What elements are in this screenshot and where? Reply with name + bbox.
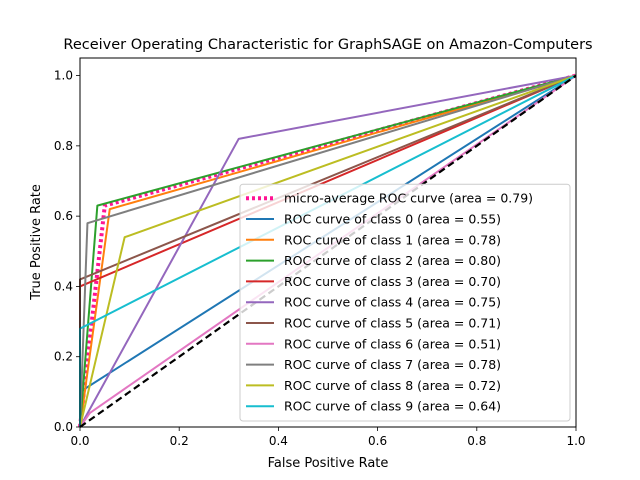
x-tick-label: 1.0 [566,434,585,448]
legend-entry-label: ROC curve of class 9 (area = 0.64) [284,399,501,414]
legend-entry-label: ROC curve of class 4 (area = 0.75) [284,295,501,310]
y-tick-label: 0.2 [54,350,73,364]
y-tick-label: 0.8 [54,139,73,153]
legend-entry-label: micro-average ROC curve (area = 0.79) [284,191,533,206]
x-tick-label: 0.6 [368,434,387,448]
roc-curve-class-2 [79,74,577,428]
legend-entry-label: ROC curve of class 3 (area = 0.70) [284,274,501,289]
roc-curve-class-7 [79,74,577,428]
x-tick-label: 0.8 [467,434,486,448]
x-tick-label: 0.2 [170,434,189,448]
legend-entry-label: ROC curve of class 7 (area = 0.78) [284,357,501,372]
roc-curve-class-4 [79,74,577,428]
x-axis-label: False Positive Rate [268,456,389,471]
y-tick-label: 0.4 [54,279,73,293]
legend-entry-label: ROC curve of class 2 (area = 0.80) [284,253,501,268]
x-tick-label: 0.0 [70,434,89,448]
legend-box [239,183,571,422]
roc-curve-class-1 [79,74,577,428]
x-axis-ticks: 0.0 0.2 0.4 0.6 0.8 1.0 [70,427,586,448]
legend: micro-average ROC curve (area = 0.79) ROC… [239,183,571,422]
legend-entry-label: ROC curve of class 8 (area = 0.72) [284,378,501,393]
y-tick-label: 0.6 [54,209,73,223]
y-axis-label: True Positive Rate [29,184,44,301]
legend-entry-label: ROC curve of class 1 (area = 0.78) [284,232,501,247]
legend-entry-label: ROC curve of class 6 (area = 0.51) [284,336,501,351]
legend-entry-label: ROC curve of class 5 (area = 0.71) [284,316,501,331]
y-tick-label: 1.0 [54,69,73,83]
plot-frame [79,57,577,428]
roc-curve-class-8 [79,74,577,428]
y-tick-label: 0.0 [54,420,73,434]
legend-entry-label: ROC curve of class 0 (area = 0.55) [284,212,501,227]
y-axis-ticks: 0.0 0.2 0.4 0.6 0.8 1.0 [54,69,80,434]
x-tick-label: 0.4 [269,434,288,448]
chart-title: Receiver Operating Characteristic for Gr… [63,37,592,53]
